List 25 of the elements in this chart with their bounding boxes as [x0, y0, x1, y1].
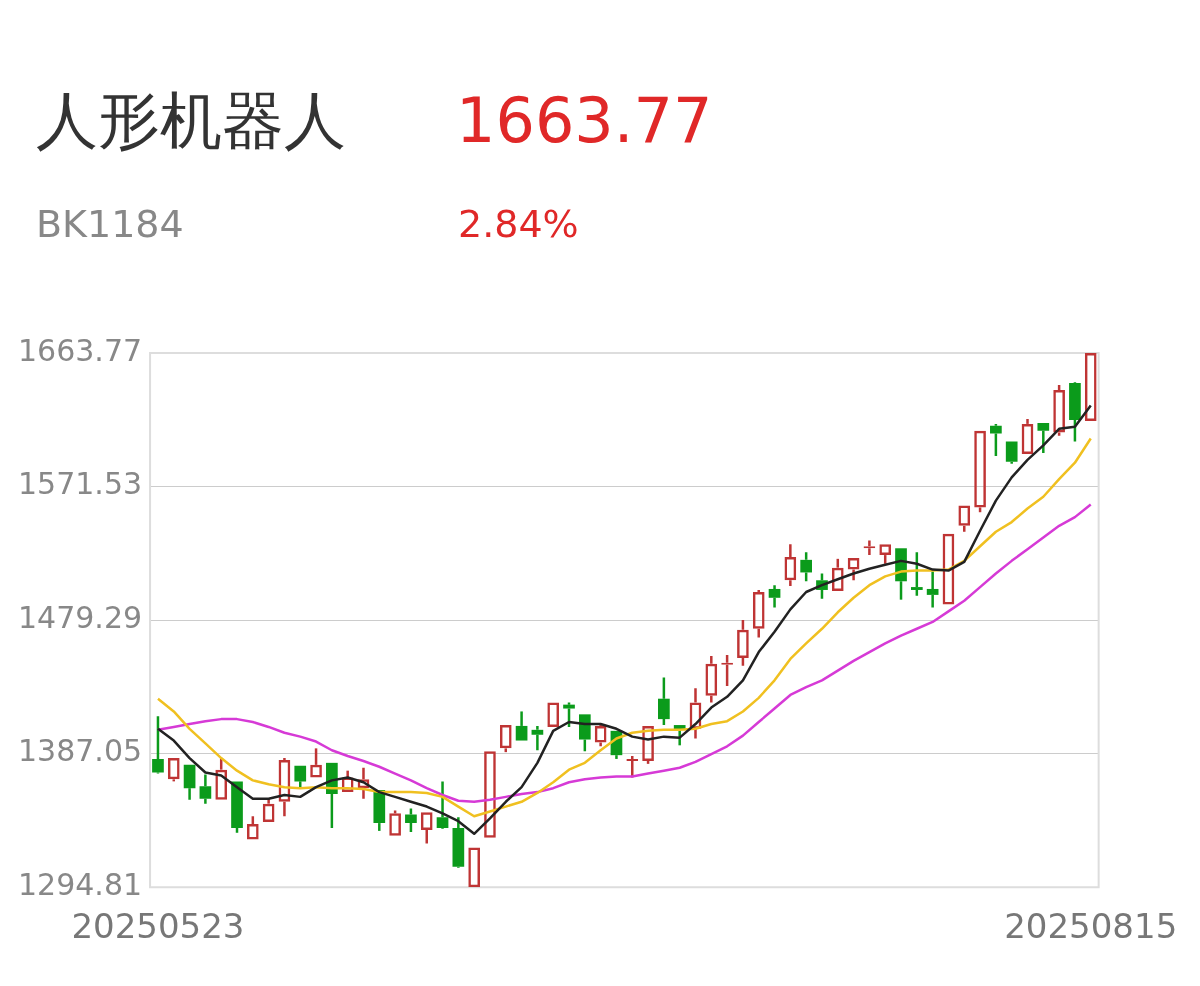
candlestick — [926, 570, 939, 609]
candlestick — [1037, 422, 1050, 455]
candlestick — [294, 765, 307, 789]
chart-subtitle: BK1184 — [36, 202, 184, 246]
chart-title: 人形机器人 — [36, 84, 346, 157]
x-tick-label: 20250815 — [1004, 906, 1178, 947]
y-tick-label: 1479.29 — [18, 599, 143, 635]
text: 1663.77 — [456, 84, 713, 157]
y-tick-label: 1663.77 — [18, 332, 143, 368]
candlestick — [199, 773, 212, 805]
x-tick-label: 20250523 — [71, 906, 245, 947]
candlestick — [563, 701, 575, 729]
y-tick-label: 1294.81 — [18, 867, 143, 902]
y-tick-label: 1387.05 — [18, 733, 143, 769]
candlestick — [990, 422, 1002, 458]
candlestick — [1005, 441, 1018, 465]
candlestick — [658, 676, 670, 727]
candlestick — [768, 583, 781, 609]
y-tick-label: 1571.53 — [18, 466, 143, 502]
candlestick — [183, 764, 196, 802]
candlestick — [531, 724, 544, 752]
candlestick — [152, 714, 164, 773]
text: 2.84% — [458, 202, 579, 246]
candlestick — [515, 710, 528, 741]
candlestick — [373, 790, 386, 833]
